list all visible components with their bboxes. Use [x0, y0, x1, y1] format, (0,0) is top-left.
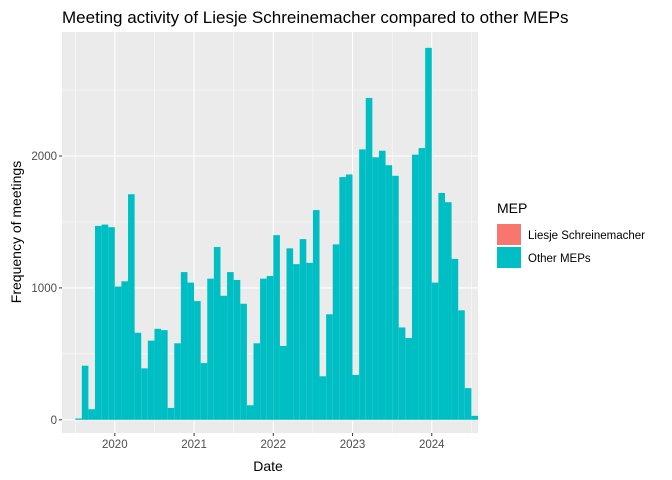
bar-other-meps	[306, 262, 313, 420]
bar-other-meps	[385, 165, 393, 420]
bar-other-meps	[438, 192, 445, 420]
bar-other-meps	[398, 327, 406, 420]
bar-other-meps	[88, 409, 96, 420]
chart-title: Meeting activity of Liesje Schreinemache…	[62, 8, 568, 27]
x-tick-label: 2022	[261, 439, 287, 451]
legend-title: MEP	[497, 200, 527, 216]
bar-other-meps	[194, 301, 201, 420]
bar-other-meps	[213, 247, 221, 420]
bar-other-meps	[75, 418, 82, 420]
bar-other-meps	[299, 239, 307, 420]
bar-other-meps	[260, 278, 267, 420]
y-tick-label: 0	[51, 415, 57, 427]
bar-other-meps	[451, 258, 459, 420]
bar-other-meps	[464, 388, 472, 420]
bar-other-meps	[286, 248, 294, 420]
x-axis-ticks: 2020 2021 2022 2023 2024	[102, 433, 445, 451]
bar-other-meps	[279, 345, 287, 420]
bars	[75, 47, 478, 420]
bar-other-meps	[471, 415, 478, 420]
bar-other-meps	[246, 405, 254, 420]
bar-other-meps	[141, 368, 148, 420]
bar-other-meps	[180, 272, 188, 420]
bar-other-meps	[134, 332, 142, 420]
bar-other-meps	[359, 149, 366, 420]
bar-other-meps	[220, 295, 228, 420]
y-axis-ticks: 0 1000 2000	[31, 151, 62, 427]
bar-other-meps	[81, 365, 89, 420]
bar-other-meps	[233, 279, 241, 420]
bar-other-meps	[431, 282, 439, 420]
y-tick-label: 1000	[31, 283, 57, 295]
bar-other-meps	[425, 47, 432, 420]
bar-other-meps	[167, 407, 175, 420]
bar-other-meps	[392, 175, 399, 420]
bar-other-meps	[154, 328, 162, 420]
bar-other-meps	[332, 244, 340, 420]
bar-other-meps	[411, 154, 419, 420]
y-axis-title: Frequency of meetings	[8, 161, 24, 303]
bar-other-meps	[101, 224, 109, 420]
bar-other-meps	[174, 343, 181, 420]
bar-other-meps	[345, 174, 353, 420]
bar-other-meps	[108, 227, 115, 420]
bar-other-meps	[339, 177, 346, 420]
bar-other-meps	[319, 376, 327, 420]
bar-other-meps	[273, 235, 280, 420]
x-tick-label: 2021	[181, 439, 207, 451]
legend-key-liesje-schreinemacher	[497, 224, 521, 245]
bar-other-meps	[372, 157, 379, 420]
x-tick-label: 2020	[102, 439, 128, 451]
legend-label-liesje-schreinemacher: Liesje Schreinemacher	[528, 230, 645, 242]
bar-other-meps	[161, 330, 168, 420]
bar-other-meps	[458, 310, 465, 420]
legend-label-other-meps: Other MEPs	[528, 253, 591, 265]
x-tick-label: 2024	[419, 439, 445, 451]
bar-other-meps	[253, 343, 261, 420]
bar-other-meps	[128, 194, 135, 420]
bar-other-meps	[352, 374, 360, 420]
legend-key-other-meps	[497, 247, 521, 268]
bar-other-meps	[326, 314, 333, 420]
bar-other-meps	[200, 363, 208, 420]
bar-other-meps	[121, 281, 129, 420]
bar-other-meps	[312, 210, 320, 420]
y-tick-label: 2000	[31, 151, 57, 163]
x-axis-title: Date	[253, 458, 283, 474]
bar-other-meps	[378, 150, 386, 420]
bar-other-meps	[187, 282, 195, 420]
bar-other-meps	[266, 276, 274, 420]
bar-other-meps	[365, 97, 373, 420]
legend: MEP Liesje Schreinemacher Other MEPs	[497, 200, 645, 268]
bar-other-meps	[405, 338, 412, 420]
bar-other-meps	[207, 278, 214, 420]
bar-other-meps	[227, 272, 234, 420]
bar-other-meps	[114, 286, 122, 420]
bar-other-meps	[240, 303, 247, 420]
bar-other-meps	[95, 225, 102, 420]
bar-other-meps	[293, 264, 300, 420]
x-tick-label: 2023	[340, 439, 366, 451]
bar-other-meps	[444, 202, 452, 420]
bar-other-meps	[147, 340, 155, 420]
bar-other-meps	[418, 148, 426, 420]
